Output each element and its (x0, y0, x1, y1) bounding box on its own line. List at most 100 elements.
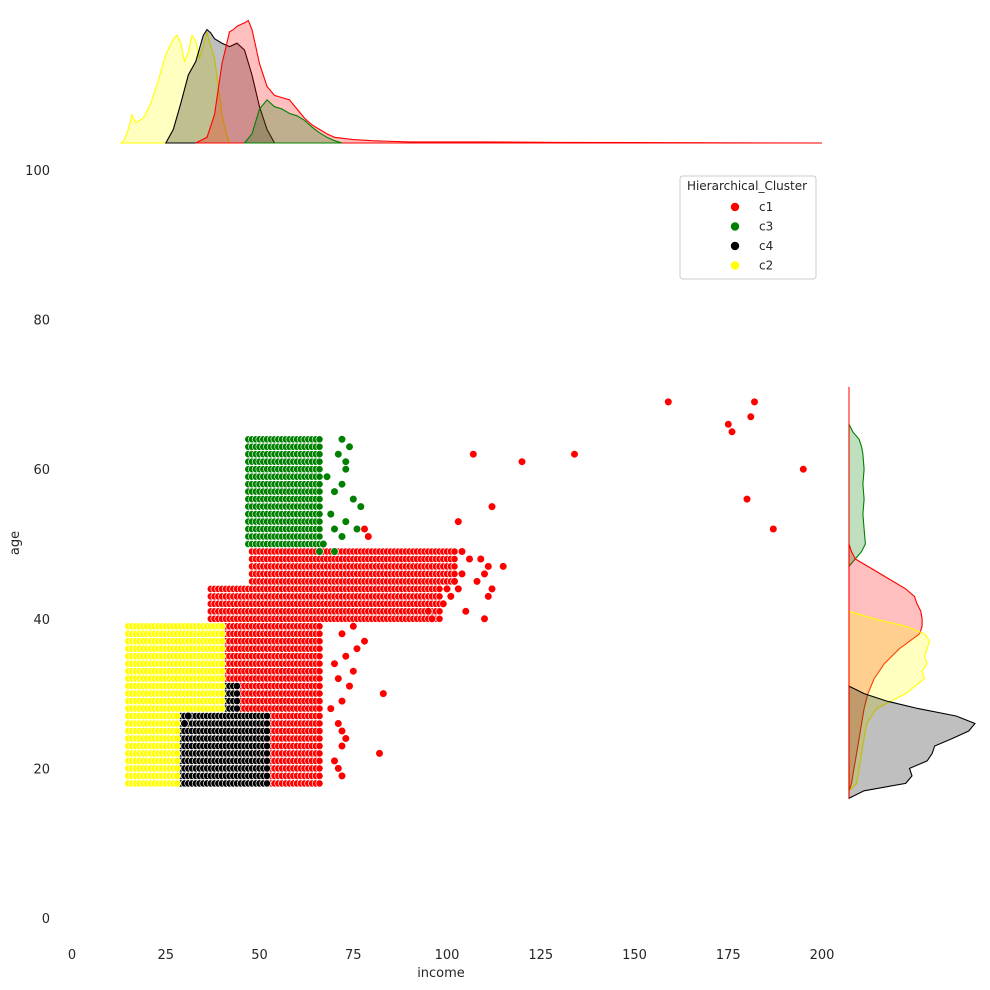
data-point (315, 764, 324, 773)
data-point (218, 674, 226, 683)
data-point (435, 607, 444, 616)
data-point (173, 757, 181, 765)
data-point (173, 742, 181, 750)
data-point (457, 547, 467, 556)
data-point (315, 682, 324, 690)
data-point (315, 442, 324, 451)
data-point (341, 465, 350, 474)
data-point (315, 689, 324, 698)
data-point (218, 667, 226, 676)
data-point (435, 614, 444, 623)
data-point (330, 524, 339, 534)
data-point (173, 764, 181, 773)
data-point (263, 727, 271, 735)
kde-x-c2 (119, 31, 231, 144)
data-point (337, 726, 347, 736)
data-point (315, 457, 324, 466)
legend-marker-c1 (730, 202, 740, 212)
data-point (487, 584, 497, 594)
data-point (450, 570, 459, 578)
data-point (315, 495, 324, 503)
data-point (315, 487, 324, 496)
data-point (315, 704, 324, 713)
data-point (472, 577, 482, 586)
data-point (454, 517, 463, 526)
data-point (218, 644, 226, 653)
data-point (233, 697, 241, 705)
data-point (334, 719, 343, 728)
data-point (263, 749, 271, 758)
x-tick-label: 200 (810, 948, 835, 963)
axis-ticks-layer: 0 25 50 75 100 125 150 175 200 0 20 40 60 80 100 (25, 164, 834, 963)
data-point (450, 577, 459, 586)
data-point (742, 495, 752, 504)
data-point (337, 771, 347, 781)
data-point (487, 502, 497, 511)
data-point (499, 562, 508, 571)
data-point (315, 757, 324, 765)
data-point (330, 756, 339, 766)
data-point (435, 585, 444, 593)
kde-x-c4 (164, 28, 276, 144)
legend: Hierarchical_Cluster c1 c3 c4 c2 (679, 175, 817, 280)
data-point (379, 689, 388, 698)
data-point (465, 554, 474, 564)
data-point (727, 427, 737, 436)
scatter-points-layer (124, 397, 808, 788)
data-point (330, 547, 339, 556)
data-point (360, 637, 369, 646)
data-point (315, 525, 324, 533)
data-point (315, 674, 324, 683)
data-point (450, 555, 459, 563)
data-point (322, 472, 332, 481)
kde-y-c1 (848, 543, 923, 791)
y-tick-label: 60 (33, 463, 50, 478)
x-tick-label: 175 (716, 948, 741, 963)
data-point (173, 727, 181, 735)
data-point (469, 450, 478, 459)
data-point (315, 742, 324, 750)
data-point (218, 622, 226, 631)
kde-y-c2 (848, 610, 931, 793)
data-point (334, 450, 343, 459)
data-point (337, 629, 347, 638)
data-point (315, 502, 324, 511)
kde-y-c3 (848, 424, 866, 568)
data-point (517, 457, 527, 466)
data-point (457, 569, 467, 579)
data-point (315, 772, 324, 780)
data-point (315, 622, 324, 631)
data-point (450, 562, 459, 571)
data-point (341, 652, 350, 661)
legend-marker-c3 (730, 221, 740, 232)
x-tick-label: 125 (528, 948, 553, 963)
data-point (218, 629, 226, 638)
data-point (315, 629, 324, 638)
data-point (315, 734, 324, 743)
data-point (173, 712, 181, 720)
data-point (315, 727, 324, 735)
data-point (263, 772, 271, 780)
data-point (352, 644, 362, 653)
data-point (480, 614, 489, 623)
data-point (315, 510, 324, 518)
data-point (218, 689, 226, 698)
data-point (476, 554, 485, 564)
data-point (263, 757, 271, 765)
data-point (337, 480, 347, 489)
y-tick-label: 100 (25, 164, 50, 179)
data-point (315, 637, 324, 646)
y-tick-label: 20 (33, 762, 50, 777)
data-point (349, 667, 358, 676)
data-point (263, 712, 271, 720)
data-point (330, 487, 339, 496)
legend-marker-c4 (730, 241, 740, 251)
data-point (315, 435, 324, 444)
data-point (341, 734, 350, 743)
x-tick-label: 75 (345, 948, 362, 963)
legend-label-c1: c1 (759, 200, 773, 214)
y-axis-label: age (8, 531, 23, 555)
data-point (218, 659, 226, 668)
kde-y-c4 (848, 685, 976, 800)
